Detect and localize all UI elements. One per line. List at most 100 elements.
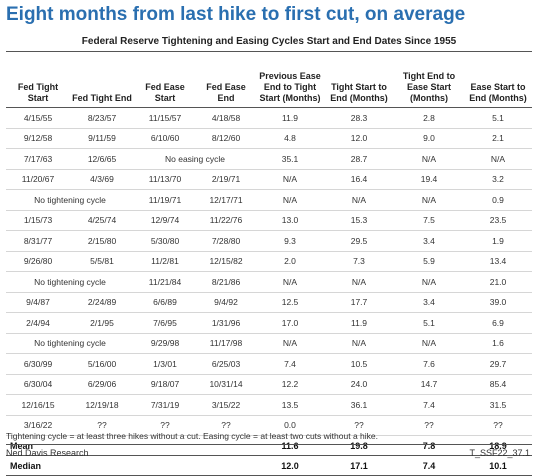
cell-tight-duration: 28.3 <box>324 107 394 129</box>
cell-tight-end-to-ease: ?? <box>394 415 464 436</box>
col-header-ease-start: Fed Ease Start <box>134 54 196 108</box>
median-gap: 7.4 <box>394 455 464 476</box>
cell-tight-start: 1/15/73 <box>6 210 70 231</box>
table-body: 4/15/55 8/23/57 11/15/57 4/18/58 11.9 28.3 2.8… <box>6 107 532 476</box>
table-row: No tightening cycle 11/19/71 12/17/71 N/A N/… <box>6 189 532 211</box>
cell-tight-start: 12/16/15 <box>6 394 70 416</box>
header-row: Fed Tight Start Fed Tight End Fed Ease S… <box>6 54 532 108</box>
cell-ease-end: 3/15/22 <box>196 394 256 416</box>
cell-tight-start: 11/20/67 <box>6 169 70 190</box>
mean-label: Mean <box>6 435 256 456</box>
cell-tight-end-to-ease: 7.5 <box>394 210 464 231</box>
cell-ease-start: ?? <box>134 415 196 436</box>
cell-tight-start: 4/15/55 <box>6 107 70 129</box>
cell-prev-ease-to-tight: N/A <box>256 189 324 211</box>
cell-ease-start: 7/31/19 <box>134 394 196 416</box>
cell-tight-duration: 16.4 <box>324 169 394 190</box>
cell-prev-ease-to-tight: 12.2 <box>256 374 324 395</box>
cell-tight-end: 4/25/74 <box>70 210 134 231</box>
col-header-tight-duration: Tight Start to End (Months) <box>324 54 394 108</box>
table-row: 3/16/22?????? 0.0?????? <box>6 415 532 436</box>
table-row: 11/20/67 4/3/69 11/13/70 2/19/71 N/A 16.4 19.4… <box>6 169 532 190</box>
cell-ease-end: 11/17/98 <box>196 333 256 354</box>
median-prev: 12.0 <box>256 455 324 476</box>
cell-prev-ease-to-tight: N/A <box>256 333 324 354</box>
cell-ease-end: 8/12/60 <box>196 128 256 149</box>
table-row: 6/30/99 5/16/00 1/3/01 6/25/03 7.4 10.5 7.6 29.… <box>6 353 532 375</box>
cell-ease-start: 11/2/81 <box>134 251 196 272</box>
cell-tight-duration: N/A <box>324 333 394 354</box>
cell-ease-duration: 29.7 <box>464 353 532 375</box>
cell-tight-end-to-ease: 2.8 <box>394 107 464 129</box>
cell-tight-end: 12/19/18 <box>70 394 134 416</box>
cell-tight-end-to-ease: 3.4 <box>394 292 464 313</box>
cell-ease-start: 1/3/01 <box>134 353 196 375</box>
cell-ease-start: 7/6/95 <box>134 312 196 334</box>
cell-ease-end: 11/22/76 <box>196 210 256 231</box>
cell-tight-start: 9/26/80 <box>6 251 70 272</box>
cell-tight-start: 3/16/22 <box>6 415 70 436</box>
cell-prev-ease-to-tight: 0.0 <box>256 415 324 436</box>
cell-tight-end: 2/1/95 <box>70 312 134 334</box>
cell-ease-start: 11/19/71 <box>134 189 196 211</box>
cell-ease-duration: 6.9 <box>464 312 532 334</box>
cell-ease-duration: 31.5 <box>464 394 532 416</box>
cell-tight-duration: 17.7 <box>324 292 394 313</box>
cell-tight-duration: 29.5 <box>324 230 394 252</box>
cell-tight-end: 2/15/80 <box>70 230 134 252</box>
cell-tight-duration: 24.0 <box>324 374 394 395</box>
table-row: 8/31/77 2/15/80 5/30/80 7/28/80 9.3 29.5 3.4 1.… <box>6 230 532 252</box>
cell-ease-duration: 1.9 <box>464 230 532 252</box>
table-row: 7/17/63 12/6/65 No easing cycle 35.1 28.7 N/A… <box>6 148 532 170</box>
median-row: Median 12.0 17.1 7.4 10.1 <box>6 455 532 476</box>
col-header-prev-ease-to-tight: Previous Ease End to Tight Start (Months… <box>256 54 324 108</box>
table-row: 9/4/87 2/24/89 6/6/89 9/4/92 12.5 17.7 3.4 39.0 <box>6 292 532 313</box>
mean-tight: 19.8 <box>324 435 394 456</box>
table-row: 9/26/80 5/5/81 11/2/81 12/15/82 2.0 7.3 5.9 13.… <box>6 251 532 272</box>
cell-prev-ease-to-tight: 9.3 <box>256 230 324 252</box>
table-row: 2/4/94 2/1/95 7/6/95 1/31/96 17.0 11.9 5.1 6.9 <box>6 312 532 334</box>
table-figure: Eight months from last hike to first cut… <box>6 4 532 476</box>
cell-tight-start: 2/4/94 <box>6 312 70 334</box>
cell-ease-duration: 21.0 <box>464 271 532 293</box>
median-tight: 17.1 <box>324 455 394 476</box>
cell-tight-end-to-ease: N/A <box>394 148 464 170</box>
cell-ease-start: 11/15/57 <box>134 107 196 129</box>
cell-tight-end-to-ease: N/A <box>394 333 464 354</box>
cell-ease-duration: 13.4 <box>464 251 532 272</box>
cell-prev-ease-to-tight: 12.5 <box>256 292 324 313</box>
cell-tight-duration: 28.7 <box>324 148 394 170</box>
cell-prev-ease-to-tight: N/A <box>256 169 324 190</box>
col-header-tight-start: Fed Tight Start <box>6 54 70 108</box>
cell-tight-end: 12/6/65 <box>70 148 134 170</box>
no-tightening-cell: No tightening cycle <box>6 189 134 211</box>
cell-ease-duration: 23.5 <box>464 210 532 231</box>
cell-ease-end: 12/15/82 <box>196 251 256 272</box>
cell-tight-end: 2/24/89 <box>70 292 134 313</box>
cell-tight-end: ?? <box>70 415 134 436</box>
cell-tight-duration: 7.3 <box>324 251 394 272</box>
cell-tight-duration: ?? <box>324 415 394 436</box>
cell-ease-duration: 0.9 <box>464 189 532 211</box>
cell-tight-start: 9/12/58 <box>6 128 70 149</box>
cell-prev-ease-to-tight: 17.0 <box>256 312 324 334</box>
cell-tight-end-to-ease: 19.4 <box>394 169 464 190</box>
cell-ease-end: 10/31/14 <box>196 374 256 395</box>
cell-tight-duration: N/A <box>324 271 394 293</box>
cell-ease-start: 5/30/80 <box>134 230 196 252</box>
cell-prev-ease-to-tight: 35.1 <box>256 148 324 170</box>
cell-tight-end: 5/16/00 <box>70 353 134 375</box>
cell-tight-end: 9/11/59 <box>70 128 134 149</box>
cell-ease-start: 11/21/84 <box>134 271 196 293</box>
col-header-ease-end: Fed Ease End <box>196 54 256 108</box>
table-row: No tightening cycle 11/21/84 8/21/86 N/A N/A… <box>6 271 532 293</box>
cell-tight-start: 9/4/87 <box>6 292 70 313</box>
cell-ease-end: 2/19/71 <box>196 169 256 190</box>
cell-tight-end-to-ease: 5.1 <box>394 312 464 334</box>
table-row: 1/15/73 4/25/74 12/9/74 11/22/76 13.0 15.3 7.5… <box>6 210 532 231</box>
cell-ease-end: 7/28/80 <box>196 230 256 252</box>
cell-ease-start: 6/10/60 <box>134 128 196 149</box>
cell-ease-end: 6/25/03 <box>196 353 256 375</box>
cell-prev-ease-to-tight: 13.5 <box>256 394 324 416</box>
cell-ease-start: 12/9/74 <box>134 210 196 231</box>
